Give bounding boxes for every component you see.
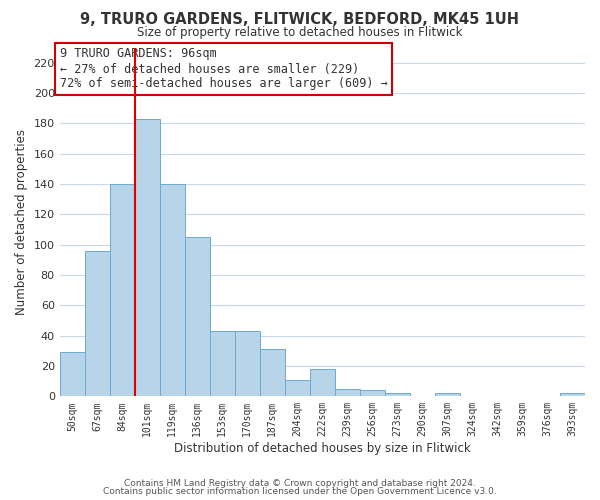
Bar bbox=[160, 184, 185, 396]
Bar bbox=[59, 352, 85, 397]
Bar bbox=[110, 184, 135, 396]
Text: Size of property relative to detached houses in Flitwick: Size of property relative to detached ho… bbox=[137, 26, 463, 39]
Text: Contains HM Land Registry data © Crown copyright and database right 2024.: Contains HM Land Registry data © Crown c… bbox=[124, 478, 476, 488]
Y-axis label: Number of detached properties: Number of detached properties bbox=[15, 129, 28, 315]
Bar bbox=[560, 394, 585, 396]
X-axis label: Distribution of detached houses by size in Flitwick: Distribution of detached houses by size … bbox=[174, 442, 471, 455]
Bar bbox=[85, 250, 110, 396]
Bar bbox=[135, 119, 160, 396]
Bar bbox=[385, 394, 410, 396]
Bar bbox=[260, 350, 285, 397]
Bar bbox=[335, 389, 360, 396]
Bar bbox=[310, 369, 335, 396]
Bar bbox=[185, 237, 210, 396]
Text: 9, TRURO GARDENS, FLITWICK, BEDFORD, MK45 1UH: 9, TRURO GARDENS, FLITWICK, BEDFORD, MK4… bbox=[80, 12, 520, 28]
Text: Contains public sector information licensed under the Open Government Licence v3: Contains public sector information licen… bbox=[103, 487, 497, 496]
Text: 9 TRURO GARDENS: 96sqm
← 27% of detached houses are smaller (229)
72% of semi-de: 9 TRURO GARDENS: 96sqm ← 27% of detached… bbox=[59, 48, 388, 90]
Bar bbox=[285, 380, 310, 396]
Bar bbox=[235, 331, 260, 396]
Bar bbox=[435, 394, 460, 396]
Bar bbox=[210, 331, 235, 396]
Bar bbox=[360, 390, 385, 396]
